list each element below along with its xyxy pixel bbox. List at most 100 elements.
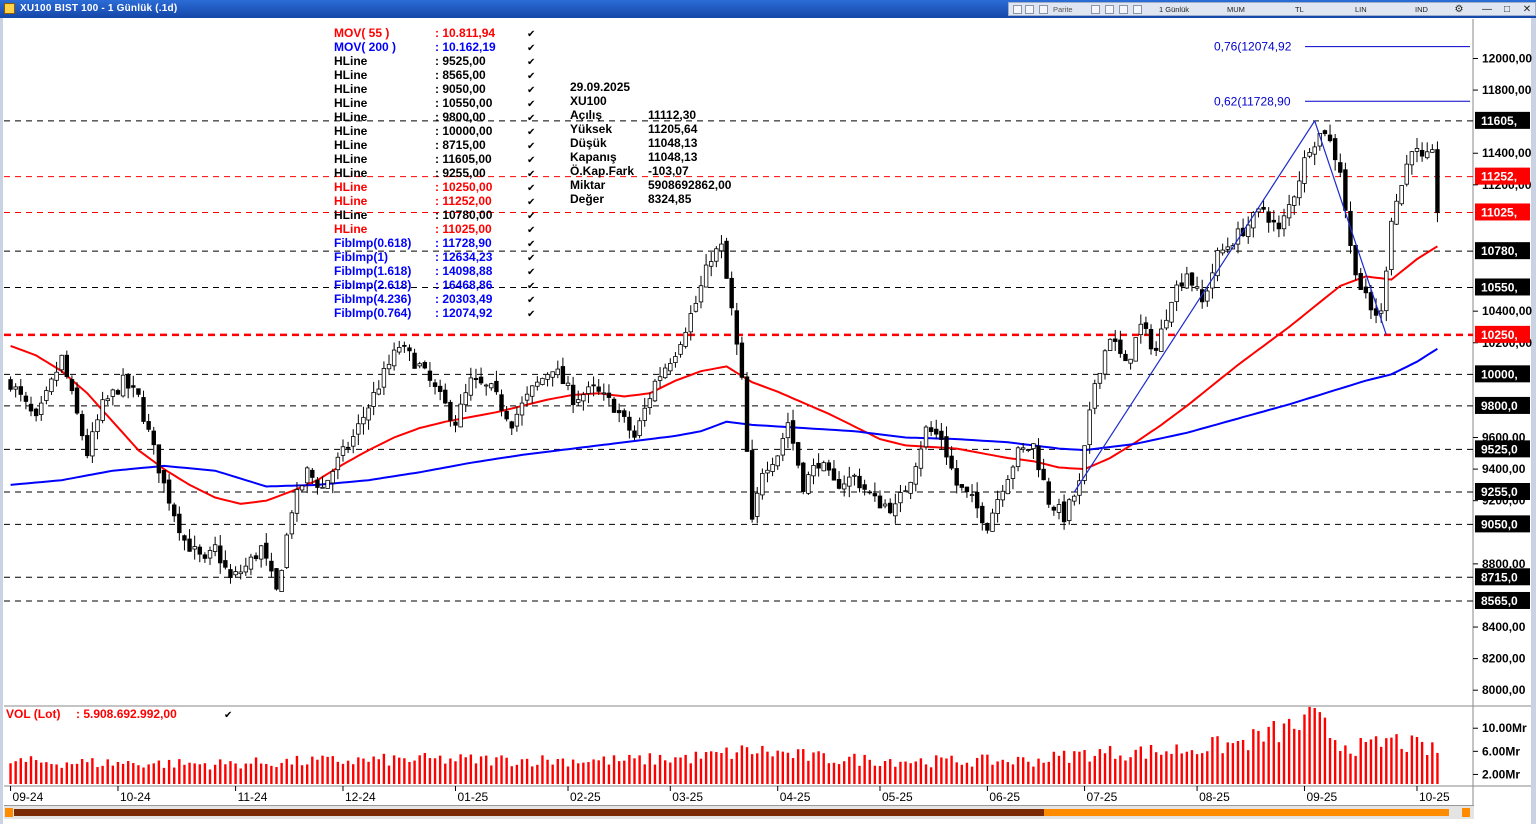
- euro-icon[interactable]: [1025, 5, 1034, 14]
- volume-bar: [1037, 758, 1040, 784]
- volume-bar: [157, 760, 161, 784]
- volume-bar: [766, 751, 769, 784]
- volume-bar: [756, 753, 759, 784]
- parite-label[interactable]: Parite: [1053, 5, 1073, 14]
- volume-bar: [1016, 756, 1020, 784]
- volume-bar: [970, 766, 974, 784]
- scroll-right-arrow[interactable]: [1462, 808, 1470, 817]
- volume-bar: [1170, 753, 1173, 784]
- volume-bar: [101, 765, 104, 784]
- volume-bar: [505, 757, 508, 784]
- time-scrollbar[interactable]: [4, 805, 1474, 819]
- volume-bar: [311, 756, 314, 784]
- mov55-line: [10, 245, 1438, 505]
- app-icon[interactable]: [4, 3, 15, 14]
- volume-bar: [720, 752, 723, 784]
- legend-value: : 10780,00: [435, 208, 493, 222]
- zoom-icon[interactable]: [1119, 5, 1128, 14]
- candle-body: [146, 421, 151, 430]
- volume-bar: [219, 759, 222, 784]
- tab-ind[interactable]: IND: [1415, 5, 1428, 14]
- dollar-icon[interactable]: [1013, 5, 1022, 14]
- candle-body: [1353, 245, 1358, 276]
- candle-body: [949, 455, 954, 469]
- volume-bar: [1431, 742, 1434, 784]
- settings-icon[interactable]: [1133, 5, 1142, 14]
- volume-bar: [1257, 730, 1260, 784]
- candle-body: [1205, 290, 1210, 302]
- minimize-icon[interactable]: —: [1482, 4, 1492, 15]
- candle-body: [801, 462, 806, 493]
- scroll-track[interactable]: [14, 809, 1449, 816]
- maximize-icon[interactable]: □: [1503, 4, 1511, 15]
- volume-bar: [853, 753, 856, 784]
- volume-bar: [842, 761, 846, 784]
- tab-mum[interactable]: MUM: [1227, 5, 1245, 14]
- draw-icon[interactable]: [1105, 5, 1114, 14]
- volume-bar: [883, 761, 887, 784]
- candle-body: [990, 512, 995, 532]
- legend-name: HLine: [334, 138, 368, 152]
- volume-bar: [663, 760, 667, 784]
- volume-bar: [1124, 760, 1127, 784]
- hline-label-box: [1475, 242, 1530, 260]
- copy-icon[interactable]: [1039, 5, 1048, 14]
- candle-body: [1082, 445, 1087, 481]
- volume-bar: [904, 761, 907, 784]
- candle-body: [1143, 322, 1149, 329]
- tab-lin[interactable]: LIN: [1355, 5, 1367, 14]
- legend-check-icon: ✔: [527, 183, 535, 194]
- tab-tl[interactable]: TL: [1295, 5, 1304, 14]
- volume-bar: [290, 764, 294, 784]
- candle-body: [1286, 204, 1292, 219]
- volume-bar: [531, 766, 534, 784]
- volume-bar: [331, 756, 334, 784]
- volume-bar: [525, 758, 529, 784]
- price-tick-label: 11800,00: [1482, 83, 1532, 97]
- volume-bar: [321, 755, 324, 784]
- legend-name: HLine: [334, 222, 368, 236]
- candle-body: [407, 347, 412, 352]
- price-chart[interactable]: 0,76(12074,92 0,62(11728,90 12000,00 11800…: [0, 0, 1536, 805]
- candle-body: [908, 481, 913, 494]
- price-panel-background: [4, 19, 1473, 706]
- price-tick-label: 8000,00: [1482, 683, 1526, 697]
- candle-body: [351, 436, 356, 447]
- trend-line-1[interactable]: [1314, 120, 1387, 336]
- date-tick-label: 01-25: [458, 790, 489, 804]
- legend-check-icon: ✔: [527, 43, 535, 54]
- volume-bar: [75, 763, 79, 784]
- volume-bar: [873, 765, 877, 784]
- candle-body: [1358, 273, 1363, 290]
- hline-label-box: [1475, 365, 1530, 383]
- candle-body: [1107, 338, 1113, 352]
- trend-line-0[interactable]: [1073, 120, 1316, 493]
- scroll-left-arrow[interactable]: [5, 808, 13, 817]
- volume-bar: [1119, 755, 1122, 784]
- candle-body: [888, 502, 893, 514]
- candle-body: [187, 538, 192, 552]
- candle-body: [637, 420, 642, 436]
- legend-value: : 10000,00: [435, 124, 493, 138]
- volume-bar: [571, 759, 575, 784]
- volume-bar: [929, 767, 933, 784]
- volume-bar: [796, 749, 800, 784]
- hline-label-box: [1475, 396, 1530, 414]
- date-tick-label: 03-25: [672, 790, 703, 804]
- volume-bar: [29, 756, 33, 784]
- volume-bar: [520, 759, 524, 784]
- grid-icon[interactable]: [1091, 5, 1100, 14]
- legend-value: : 10.162,19: [435, 40, 496, 54]
- candle-body: [197, 546, 202, 555]
- period-select[interactable]: 1 Günlük: [1159, 5, 1190, 14]
- info-label: Miktar: [570, 178, 606, 192]
- volume-bar: [1185, 751, 1189, 784]
- settings-window-icon[interactable]: ⚙: [1454, 4, 1464, 15]
- candle-body: [857, 475, 862, 489]
- candle-body: [1036, 445, 1041, 471]
- chart-toolbar: Parite 1 Günlük MUM TL LIN IND ⚙ — □ ✕: [1008, 2, 1536, 16]
- candle-body: [540, 377, 545, 385]
- candle-body: [131, 385, 136, 388]
- close-icon[interactable]: ✕: [1522, 4, 1532, 15]
- scroll-thumb[interactable]: [1044, 809, 1449, 816]
